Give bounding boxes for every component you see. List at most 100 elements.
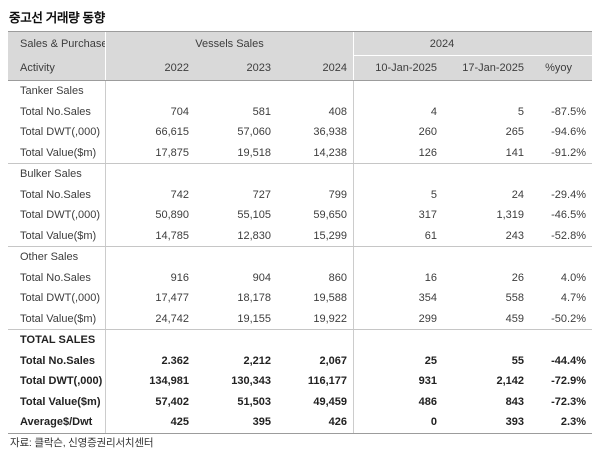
- value-cell: 931: [418, 375, 437, 387]
- section-empty-cell: [106, 330, 354, 351]
- value-cell: 61: [424, 229, 437, 242]
- value-cell: 354: [418, 292, 437, 304]
- value-cell: 14,785: [155, 229, 189, 242]
- header-columns-row: Activity 2022 2023 2024 10-Jan-2025 17-J…: [8, 56, 592, 80]
- header-col-2023: 2023: [246, 62, 271, 74]
- value-cell: 36,938: [277, 122, 354, 143]
- value-cell: -44.4%: [551, 354, 586, 367]
- value-cell: 843: [505, 395, 524, 408]
- table-row: Total Value($m) 14,785 12,830 15,299 61 243 -5…: [8, 225, 592, 247]
- value-cell: 916: [170, 271, 189, 284]
- value-cell: 459: [505, 312, 524, 325]
- value-cell: 260: [418, 126, 437, 138]
- section-empty-cell: [106, 164, 354, 185]
- row-label: Total No.Sales: [8, 101, 106, 122]
- value-cell: 19,518: [237, 146, 271, 159]
- value-cell: 2.362: [161, 354, 189, 367]
- value-cell: 12,830: [237, 229, 271, 242]
- value-cell: 742: [170, 188, 189, 201]
- section-empty-cell: [106, 247, 354, 268]
- value-cell: 134,981: [149, 375, 189, 387]
- value-cell: 24: [511, 188, 524, 201]
- value-cell: 130,343: [231, 375, 271, 387]
- header-group-row: Sales & Purchase Vessels Sales 2024: [8, 32, 592, 56]
- row-label: Total DWT(,000): [8, 122, 106, 143]
- value-cell: -52.8%: [551, 229, 586, 242]
- value-cell: 904: [252, 271, 271, 284]
- value-cell: 25: [424, 354, 437, 367]
- value-cell: 2,142: [496, 375, 524, 387]
- value-cell: 57,402: [155, 395, 189, 408]
- value-cell: -72.9%: [551, 375, 586, 387]
- table-row: Total DWT(,000) 50,890 55,105 59,650 317 1,31…: [8, 205, 592, 226]
- value-cell: 727: [252, 188, 271, 201]
- value-cell: 17,875: [155, 146, 189, 159]
- sales-purchase-table: Sales & Purchase Vessels Sales 2024 Acti…: [8, 31, 592, 434]
- value-cell: 558: [505, 292, 524, 304]
- table-row: Total DWT(,000) 134,981 130,343 116,177 931 2…: [8, 371, 592, 392]
- value-cell: -87.5%: [551, 105, 586, 118]
- value-cell: 19,588: [277, 288, 354, 309]
- page-title: 중고선 거래량 동향: [9, 11, 105, 25]
- value-cell: -50.2%: [551, 312, 586, 325]
- section-header-row: TOTAL SALES: [8, 330, 592, 351]
- value-cell: 49,459: [277, 391, 354, 412]
- table-row: Total No.Sales 704 581 408 4 5 -87.5%: [8, 101, 592, 122]
- value-cell: 4.7%: [560, 292, 586, 304]
- value-cell: 5: [430, 188, 437, 201]
- section-empty-cell: [354, 81, 592, 102]
- row-label: Total No.Sales: [8, 350, 106, 371]
- row-label: Total DWT(,000): [8, 288, 106, 309]
- value-cell: -91.2%: [551, 146, 586, 159]
- header-col-17-jan-2025: 17-Jan-2025: [462, 62, 524, 74]
- value-cell: -46.5%: [551, 209, 586, 221]
- value-cell: 51,503: [237, 395, 271, 408]
- value-cell: 17,477: [155, 292, 189, 304]
- table-row: Total Value($m) 17,875 19,518 14,238 126 141 -…: [8, 142, 592, 164]
- table-row: Total No.Sales 742 727 799 5 24 -29.4%: [8, 184, 592, 205]
- value-cell: 55: [511, 354, 524, 367]
- value-cell: 18,178: [237, 292, 271, 304]
- row-label: Total No.Sales: [8, 184, 106, 205]
- value-cell: 141: [505, 146, 524, 159]
- value-cell: 59,650: [277, 205, 354, 226]
- value-cell: 265: [505, 126, 524, 138]
- value-cell: 299: [418, 312, 437, 325]
- table-header: Sales & Purchase Vessels Sales 2024 Acti…: [8, 32, 592, 81]
- row-label: Total Value($m): [8, 142, 106, 163]
- section-empty-cell: [354, 247, 592, 268]
- section-empty-cell: [354, 164, 592, 185]
- value-cell: 2,067: [277, 350, 354, 371]
- value-cell: -29.4%: [551, 188, 586, 201]
- row-label: Total DWT(,000): [8, 205, 106, 226]
- header-col-yoy: %yoy: [545, 62, 572, 74]
- value-cell: 425: [170, 416, 189, 428]
- value-cell: 57,060: [237, 126, 271, 138]
- value-cell: 5: [517, 105, 524, 118]
- value-cell: 4: [430, 105, 437, 118]
- value-cell: 426: [277, 412, 354, 433]
- value-cell: 1,319: [496, 209, 524, 221]
- section-empty-cell: [354, 330, 592, 351]
- value-cell: 19,155: [237, 312, 271, 325]
- source-note: 자료: 클락슨, 신영증권리서치센터: [10, 437, 154, 449]
- header-group-2024: 2024: [354, 32, 592, 56]
- value-cell: 4.0%: [560, 271, 586, 284]
- row-label: Average$/Dwt: [8, 412, 106, 433]
- value-cell: 243: [505, 229, 524, 242]
- value-cell: 2,212: [243, 354, 271, 367]
- value-cell: 26: [511, 271, 524, 284]
- table-body: Tanker Sales Total No.Sales 704 581 408 4 5 -87…: [8, 81, 592, 433]
- value-cell: 126: [418, 146, 437, 159]
- row-label: Total Value($m): [8, 308, 106, 329]
- value-cell: 116,177: [277, 371, 354, 392]
- value-cell: 50,890: [155, 209, 189, 221]
- value-cell: 24,742: [155, 312, 189, 325]
- section-header-row: Other Sales: [8, 247, 592, 268]
- row-label: Total DWT(,000): [8, 371, 106, 392]
- section-header-row: Bulker Sales: [8, 164, 592, 185]
- row-label: Total No.Sales: [8, 267, 106, 288]
- value-cell: 860: [277, 267, 354, 288]
- table-row: Total No.Sales 2.362 2,212 2,067 25 55 -44.4%: [8, 350, 592, 371]
- value-cell: 581: [252, 105, 271, 118]
